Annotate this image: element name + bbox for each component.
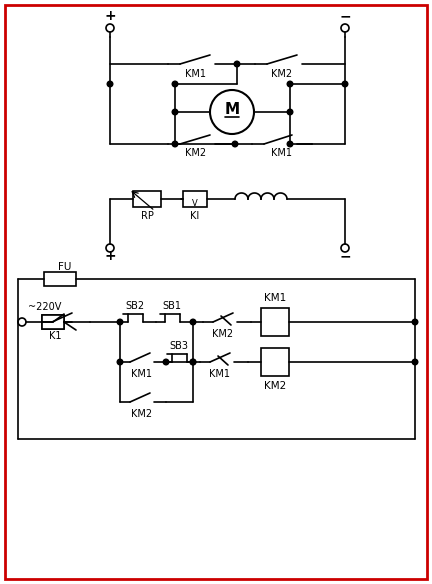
Circle shape [412, 359, 418, 365]
Text: KM2: KM2 [131, 409, 152, 419]
Circle shape [163, 359, 169, 365]
Text: KM1: KM1 [264, 293, 286, 303]
Circle shape [287, 81, 293, 87]
Bar [261, 308, 289, 336]
Bar [44, 272, 76, 286]
Text: M: M [225, 102, 240, 116]
Circle shape [232, 141, 238, 147]
Circle shape [190, 319, 196, 325]
Text: V: V [192, 199, 198, 207]
Circle shape [287, 141, 293, 147]
Text: RP: RP [140, 211, 153, 221]
Circle shape [190, 359, 196, 365]
Text: KM2: KM2 [185, 148, 206, 158]
Circle shape [190, 359, 196, 365]
Bar [42, 315, 64, 329]
Text: −: − [339, 9, 351, 23]
Text: −: − [339, 249, 351, 263]
Text: KM1: KM1 [271, 148, 292, 158]
Circle shape [117, 319, 123, 325]
Text: SB1: SB1 [162, 301, 181, 311]
Text: KM1: KM1 [185, 69, 206, 79]
Circle shape [412, 319, 418, 325]
Bar [261, 348, 289, 376]
Text: KM2: KM2 [271, 69, 292, 79]
Bar [42, 315, 64, 329]
Text: KM2: KM2 [213, 329, 234, 339]
Circle shape [234, 61, 240, 67]
Text: +: + [104, 9, 116, 23]
Text: KM2: KM2 [264, 381, 286, 391]
Circle shape [287, 109, 293, 115]
Text: FU: FU [58, 262, 72, 272]
Bar [183, 191, 207, 207]
Circle shape [172, 141, 178, 147]
Text: ~220V: ~220V [28, 302, 61, 312]
Text: +: + [104, 249, 116, 263]
Text: K1: K1 [49, 331, 61, 341]
Text: KI: KI [191, 211, 200, 221]
Bar [133, 191, 161, 207]
Circle shape [117, 359, 123, 365]
Circle shape [172, 81, 178, 87]
Text: KM1: KM1 [210, 369, 231, 379]
Text: SB2: SB2 [125, 301, 145, 311]
Circle shape [342, 81, 348, 87]
Text: SB3: SB3 [169, 341, 188, 351]
Circle shape [107, 81, 113, 87]
Text: KM1: KM1 [131, 369, 152, 379]
Circle shape [172, 109, 178, 115]
